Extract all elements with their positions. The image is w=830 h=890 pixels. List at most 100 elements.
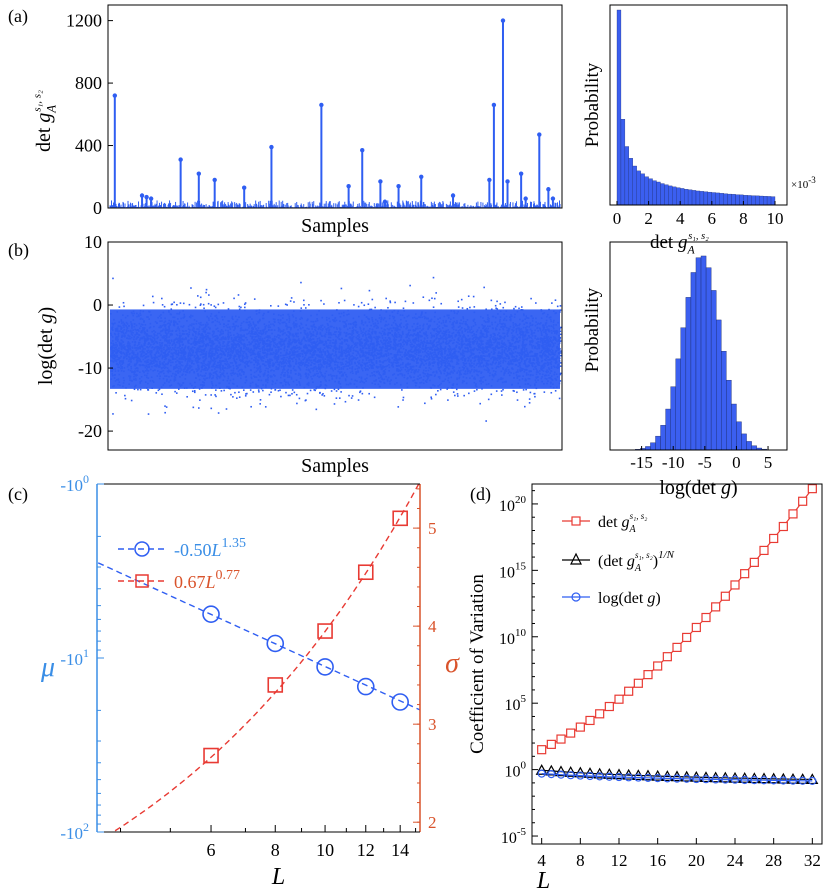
data-point (216, 352, 218, 354)
data-point (214, 338, 217, 341)
data-point (304, 347, 306, 349)
data-point (156, 370, 159, 372)
data-point (370, 336, 373, 339)
data-point (176, 327, 179, 330)
data-point (198, 333, 201, 335)
hist-bar (676, 187, 681, 206)
data-point (371, 317, 373, 319)
data-point (318, 341, 321, 344)
data-point (379, 374, 382, 376)
data-point (493, 333, 496, 336)
data-point (473, 341, 475, 344)
data-point (299, 343, 302, 345)
data-point (169, 359, 172, 362)
data-point (147, 351, 149, 354)
y-axis-label: Probability (582, 62, 603, 147)
data-point (525, 369, 528, 371)
data-point (248, 325, 251, 328)
data-point (215, 376, 218, 379)
data-point (329, 336, 332, 339)
data-point (473, 306, 476, 308)
data-point (254, 344, 256, 347)
data-point (290, 297, 293, 299)
data-point (325, 319, 328, 321)
data-point (228, 335, 231, 338)
data-point (228, 336, 230, 339)
data-point (482, 364, 485, 367)
data-point (114, 359, 116, 362)
data-point (218, 364, 221, 366)
data-point (216, 320, 219, 323)
data-point (285, 334, 288, 336)
data-point (189, 324, 191, 326)
data-point (449, 365, 452, 367)
data-point (344, 352, 347, 355)
data-point (253, 298, 256, 300)
data-point (257, 337, 260, 340)
data-point (537, 322, 540, 325)
data-point (184, 347, 186, 349)
data-point (342, 366, 345, 368)
data-point (553, 366, 556, 369)
data-point (302, 349, 305, 352)
data-point (237, 325, 239, 328)
data-point (179, 362, 181, 365)
data-point (550, 367, 553, 370)
data-point (220, 390, 223, 392)
data-point (297, 338, 300, 340)
data-point (488, 354, 491, 357)
data-point (388, 348, 390, 351)
data-point (114, 350, 116, 353)
data-point (501, 351, 503, 354)
data-point (472, 325, 475, 327)
data-point (342, 311, 345, 314)
data-point (529, 341, 532, 344)
x-tick-label: 0 (613, 209, 622, 228)
data-point (116, 350, 118, 352)
data-point (314, 389, 316, 392)
data-point (474, 384, 477, 387)
data-point (354, 368, 357, 370)
data-point (324, 375, 326, 378)
data-point (321, 364, 323, 367)
data-point (311, 347, 314, 350)
data-point (154, 369, 156, 371)
data-point (393, 316, 396, 318)
data-point (342, 374, 345, 377)
data-point (375, 360, 378, 362)
data-point (519, 331, 522, 334)
data-point (450, 356, 452, 358)
data-point (533, 362, 536, 365)
data-point (554, 332, 556, 334)
data-point (433, 356, 436, 359)
data-point (217, 412, 220, 414)
data-point (512, 368, 514, 370)
data-point (240, 306, 242, 309)
data-point (304, 356, 306, 359)
data-point (492, 349, 495, 351)
data-point (164, 350, 167, 352)
x-axis-label: det gAs₁, s₂ (650, 231, 709, 256)
data-point (456, 371, 459, 374)
data-point (203, 384, 205, 386)
data-point (434, 361, 436, 363)
data-point (152, 370, 155, 372)
data-point (342, 314, 345, 317)
data-point (215, 395, 217, 398)
data-point (535, 354, 538, 357)
data-point (393, 356, 396, 358)
data-point (327, 326, 330, 329)
data-point (430, 348, 433, 350)
data-point (502, 345, 505, 348)
data-point (173, 375, 176, 378)
data-point (384, 329, 386, 331)
data-point (189, 355, 192, 357)
data-point (361, 345, 363, 347)
data-point (321, 316, 324, 319)
data-point (548, 308, 550, 311)
data-point (394, 383, 396, 386)
data-point (233, 383, 235, 385)
data-point (300, 360, 303, 363)
data-point (483, 336, 486, 338)
data-point (479, 402, 482, 405)
